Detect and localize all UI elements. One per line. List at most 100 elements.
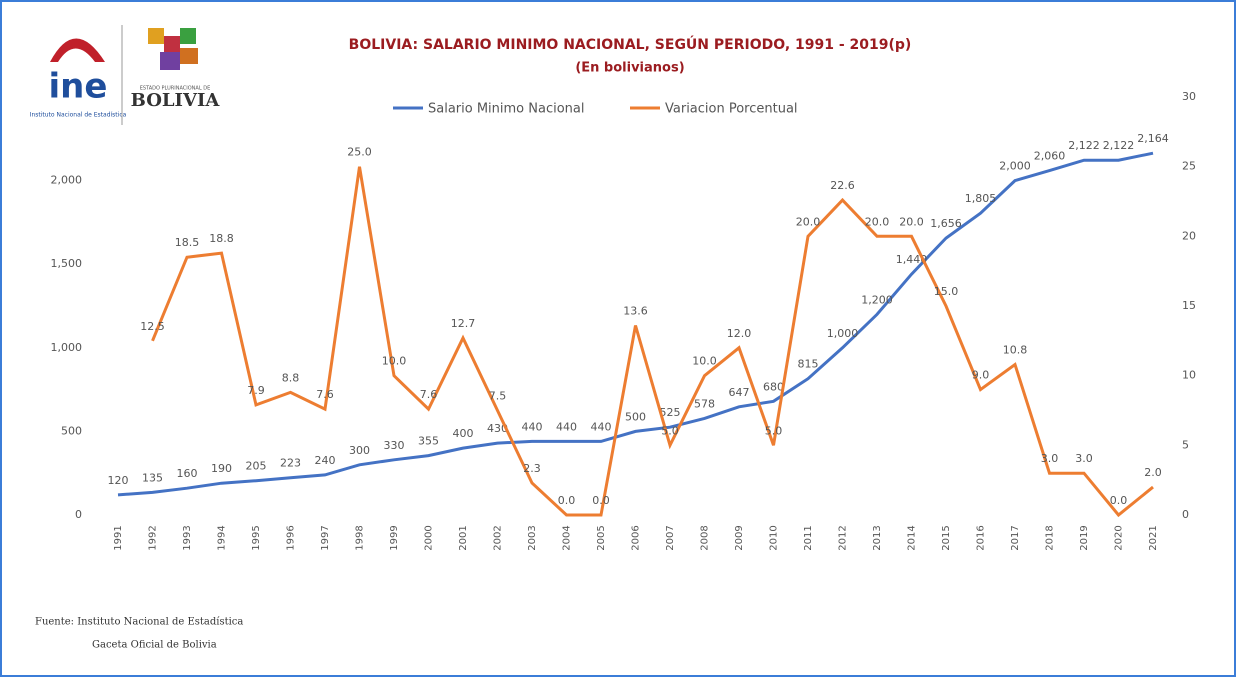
- y-tick-label: 0: [75, 508, 82, 521]
- x-tick-label: 1999: [389, 525, 400, 550]
- logo-ine: ine: [49, 67, 108, 107]
- data-label: 205: [246, 460, 267, 473]
- x-tick-label: 1993: [182, 525, 193, 550]
- y-tick-label: 1,500: [51, 257, 83, 270]
- data-label: 10.0: [692, 355, 717, 368]
- y2-tick-label: 5: [1182, 438, 1189, 451]
- data-label: 160: [177, 467, 198, 480]
- data-label: 2,164: [1137, 132, 1169, 145]
- data-label: 355: [418, 435, 439, 448]
- x-tick-label: 2020: [1114, 525, 1125, 550]
- series-line: [117, 151, 1154, 497]
- logo-block: [180, 48, 198, 64]
- chart-subtitle: (En bolivianos): [575, 61, 684, 76]
- x-tick-label: 2001: [458, 525, 469, 550]
- data-label: 330: [384, 439, 405, 452]
- data-label: 7.5: [489, 390, 507, 403]
- y2-tick-label: 0: [1182, 508, 1189, 521]
- data-label: 12.0: [727, 327, 752, 340]
- x-tick-label: 2014: [907, 525, 918, 550]
- x-tick-label: 2013: [872, 525, 883, 550]
- data-label: 25.0: [347, 146, 372, 159]
- logo-block: [180, 28, 196, 44]
- logo-block: [164, 36, 180, 52]
- x-tick-label: 1995: [251, 525, 262, 550]
- x-tick-label: 2000: [424, 525, 435, 550]
- y-tick-label: 1,000: [51, 341, 83, 354]
- legend-label: Salario Minimo Nacional: [428, 102, 585, 117]
- y2-tick-label: 20: [1182, 229, 1196, 242]
- data-label: 9.0: [972, 369, 990, 382]
- data-label: 3.0: [1075, 452, 1093, 465]
- data-label: 2,122: [1068, 139, 1100, 152]
- y2-tick-label: 25: [1182, 160, 1196, 173]
- logo-block: [148, 28, 164, 44]
- y2-tick-label: 10: [1182, 369, 1196, 382]
- x-tick-label: 2015: [941, 525, 952, 550]
- x-tick-label: 2012: [838, 525, 849, 550]
- x-tick-label: 2011: [803, 525, 814, 550]
- logo-caption: Instituto Nacional de Estadística: [30, 112, 127, 119]
- x-tick-label: 1996: [286, 525, 297, 550]
- data-label: 223: [280, 457, 301, 470]
- data-label: 7.6: [316, 388, 334, 401]
- data-label: 12.7: [451, 317, 476, 330]
- data-label: 1,200: [861, 293, 893, 306]
- data-label: 500: [625, 410, 646, 423]
- data-label: 440: [556, 420, 577, 433]
- data-label: 15.0: [934, 285, 959, 298]
- data-label: 3.0: [1041, 452, 1059, 465]
- series-line: [151, 166, 1154, 518]
- data-label: 20.0: [796, 215, 821, 228]
- data-label: 440: [591, 420, 612, 433]
- data-label: 2.0: [1144, 466, 1162, 479]
- y2-tick-label: 15: [1182, 299, 1196, 312]
- x-tick-label: 2019: [1079, 525, 1090, 550]
- x-tick-label: 2002: [493, 525, 504, 550]
- logo-block: [160, 52, 180, 70]
- x-tick-label: 1992: [148, 525, 159, 550]
- data-label: 8.8: [282, 371, 300, 384]
- data-label: 20.0: [899, 215, 924, 228]
- data-label: 2.3: [523, 462, 541, 475]
- logo-state: ESTADO PLURINACIONAL DE: [140, 86, 210, 92]
- data-label: 2,122: [1103, 139, 1135, 152]
- x-tick-label: 1997: [320, 525, 331, 550]
- logo-arc: [50, 38, 105, 62]
- data-label: 10.0: [382, 355, 407, 368]
- data-label: 400: [453, 427, 474, 440]
- data-label: 7.6: [420, 388, 438, 401]
- data-label: 578: [694, 397, 715, 410]
- data-label: 2,060: [1034, 150, 1066, 163]
- x-tick-label: 2017: [1010, 525, 1021, 550]
- data-label: 5.0: [661, 424, 679, 437]
- x-tick-label: 2010: [769, 525, 780, 550]
- data-label: 190: [211, 462, 232, 475]
- data-label: 18.8: [209, 232, 234, 245]
- x-tick-label: 2018: [1045, 525, 1056, 550]
- data-label: 22.6: [830, 179, 855, 192]
- data-label: 1,656: [930, 217, 962, 230]
- x-tick-label: 2004: [562, 525, 573, 550]
- x-tick-label: 1994: [217, 525, 228, 550]
- data-label: 12.5: [140, 320, 165, 333]
- x-tick-label: 2021: [1148, 525, 1159, 550]
- data-label: 0.0: [558, 494, 576, 507]
- x-tick-label: 2016: [976, 525, 987, 550]
- data-label: 2,000: [999, 160, 1031, 173]
- data-label: 300: [349, 444, 370, 457]
- data-label: 13.6: [623, 305, 648, 318]
- data-label: 120: [108, 474, 129, 487]
- data-label: 1,440: [896, 253, 928, 266]
- x-tick-label: 2007: [665, 525, 676, 550]
- source: Gaceta Oficial de Bolivia: [92, 640, 217, 651]
- data-label: 7.9: [247, 384, 265, 397]
- x-tick-label: 2005: [596, 525, 607, 550]
- logo-country: BOLIVIA: [131, 90, 221, 111]
- data-label: 815: [798, 358, 819, 371]
- data-label: 135: [142, 471, 163, 484]
- legend-label: Variacion Porcentual: [665, 102, 798, 117]
- data-label: 680: [763, 380, 784, 393]
